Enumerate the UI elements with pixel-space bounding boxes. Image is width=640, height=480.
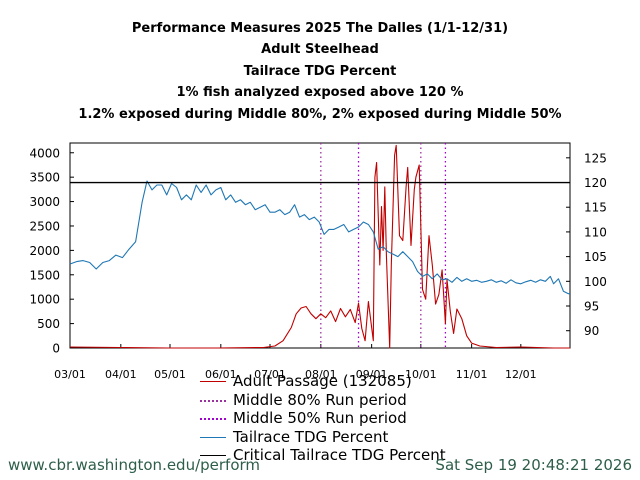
y-left-tick-label: 3500 bbox=[29, 171, 60, 185]
y-left-tick-label: 1500 bbox=[29, 268, 60, 282]
x-tick-label: 07/01 bbox=[254, 368, 286, 381]
x-tick-label: 09/01 bbox=[356, 368, 388, 381]
y-right-tick-label: 115 bbox=[584, 201, 607, 215]
legend-swatch-adult-passage bbox=[200, 374, 226, 388]
legend-item-tailrace-tdg: Tailrace TDG Percent bbox=[200, 428, 446, 447]
legend-label-middle-80: Middle 80% Run period bbox=[233, 390, 407, 409]
y-right-tick-label: 125 bbox=[584, 151, 607, 165]
legend-item-adult-passage: Adult Passage (132085) bbox=[200, 372, 446, 391]
x-tick-label: 05/01 bbox=[154, 368, 186, 381]
tailrace-tdg-line bbox=[69, 180, 570, 295]
y-left-tick-label: 0 bbox=[52, 342, 60, 356]
legend: Adult Passage (132085) Middle 80% Run pe… bbox=[200, 372, 446, 465]
legend-item-middle-50: Middle 50% Run period bbox=[200, 409, 446, 428]
legend-label-adult-passage: Adult Passage (132085) bbox=[233, 372, 412, 391]
y-right-tick-label: 110 bbox=[584, 225, 607, 239]
x-tick-label: 03/01 bbox=[54, 368, 86, 381]
legend-swatch-middle-50 bbox=[200, 411, 226, 425]
plot-frame bbox=[69, 142, 571, 349]
x-tick-label: 08/01 bbox=[305, 368, 337, 381]
chart-title: Performance Measures 2025 The Dalles (1/… bbox=[131, 21, 509, 36]
y-left-tick-label: 500 bbox=[37, 317, 60, 331]
y-left-tick-label: 2500 bbox=[29, 219, 60, 233]
legend-swatch-middle-80 bbox=[200, 393, 226, 407]
legend-swatch-critical-tdg bbox=[200, 448, 226, 462]
y-right-tick-label: 90 bbox=[584, 324, 599, 338]
footer-timestamp: Sat Sep 19 20:48:21 2026 bbox=[435, 456, 632, 474]
y-left-tick-label: 4000 bbox=[29, 146, 60, 160]
x-tick-label: 11/01 bbox=[456, 368, 488, 381]
x-tick-label: 04/01 bbox=[105, 368, 137, 381]
chart-subtitle-middle-exposure: 1.2% exposed during Middle 80%, 2% expos… bbox=[78, 106, 562, 122]
y-right-tick-label: 105 bbox=[584, 250, 607, 264]
legend-label-critical-tdg: Critical Tailrace TDG Percent bbox=[233, 446, 446, 465]
y-left-tick-label: 1000 bbox=[29, 293, 60, 307]
chart-subtitle-exposure: 1% fish analyzed exposed above 120 % bbox=[176, 85, 464, 101]
y-right-tick-label: 120 bbox=[584, 176, 607, 190]
legend-swatch-tailrace-tdg bbox=[200, 430, 226, 444]
footer-url[interactable]: www.cbr.washington.edu/perform bbox=[8, 456, 261, 474]
legend-item-middle-80: Middle 80% Run period bbox=[200, 391, 446, 410]
y-left-tick-label: 2000 bbox=[29, 244, 60, 258]
y-right-tick-label: 95 bbox=[584, 300, 599, 314]
chart-subtitle-measure: Tailrace TDG Percent bbox=[243, 63, 397, 79]
chart-subtitle-species: Adult Steelhead bbox=[261, 42, 379, 58]
legend-item-critical-tdg: Critical Tailrace TDG Percent bbox=[200, 446, 446, 465]
x-tick-label: 06/01 bbox=[205, 368, 237, 381]
adult-passage-line bbox=[69, 144, 570, 349]
x-tick-label: 10/01 bbox=[405, 368, 437, 381]
y-right-tick-label: 100 bbox=[584, 275, 607, 289]
legend-label-tailrace-tdg: Tailrace TDG Percent bbox=[233, 427, 389, 446]
legend-label-middle-50: Middle 50% Run period bbox=[233, 409, 407, 428]
x-tick-label: 12/01 bbox=[505, 368, 537, 381]
chart-title-block: Performance Measures 2025 The Dalles (1/… bbox=[0, 18, 640, 125]
y-left-tick-label: 3000 bbox=[29, 195, 60, 209]
